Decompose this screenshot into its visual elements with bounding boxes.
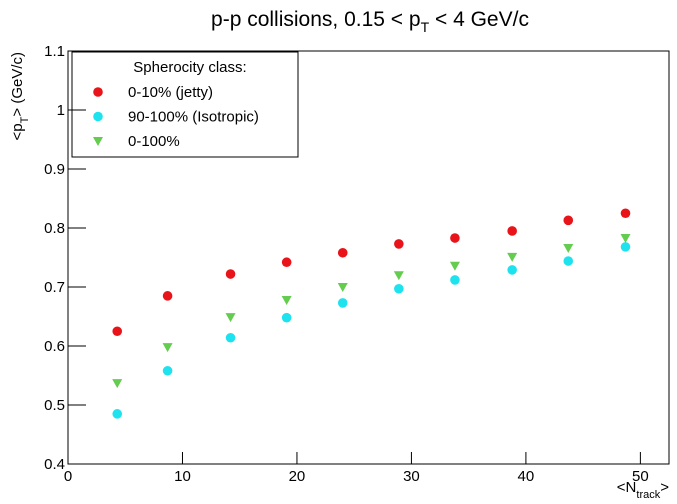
y-label-subscript: T	[19, 116, 31, 123]
y-tick-label: 0.4	[44, 456, 65, 473]
legend-box	[71, 51, 299, 158]
marker	[337, 247, 348, 258]
y-tick-label: 1	[57, 102, 65, 119]
y-tick-label: 0.5	[44, 397, 65, 414]
marker	[563, 256, 574, 266]
marker	[337, 298, 348, 308]
legend-label: 0-100%	[128, 133, 180, 150]
marker	[563, 215, 574, 226]
marker	[507, 252, 518, 262]
title-part: p-p collisions, 0.15 < p	[211, 8, 421, 31]
x-tick-label: 0	[64, 468, 72, 485]
marker	[225, 269, 236, 279]
x-label-part: <N	[617, 479, 637, 496]
marker	[281, 312, 292, 323]
y-tick-label: 0.8	[44, 220, 65, 237]
marker	[112, 326, 123, 337]
marker	[563, 244, 574, 254]
x-tick-label: 50	[632, 468, 649, 485]
y-tick-label: 0.9	[44, 161, 65, 178]
marker	[507, 265, 517, 275]
marker	[394, 239, 404, 249]
marker	[620, 208, 631, 219]
legend-label: 0-10% (jetty)	[128, 84, 213, 101]
x-tick-label: 10	[174, 468, 191, 485]
marker	[394, 283, 404, 294]
x-axis-label: <Ntrack>	[617, 479, 669, 501]
marker	[450, 275, 460, 285]
marker	[281, 257, 292, 268]
marker	[450, 233, 460, 243]
title-part: < 4 GeV/c	[429, 8, 529, 31]
x-tick-label: 20	[289, 468, 306, 485]
legend-marker	[93, 137, 103, 146]
legend-marker	[93, 111, 103, 122]
marker	[337, 283, 348, 292]
y-tick-label: 0.7	[44, 279, 65, 296]
y-tick-label: 1.1	[44, 43, 65, 60]
marker	[225, 332, 236, 343]
marker	[162, 343, 173, 353]
y-label-part: <p	[9, 123, 26, 140]
y-axis-label: <pT> (GeV/c)	[9, 52, 31, 140]
legend-label: 90-100% (Isotropic)	[128, 109, 259, 126]
marker	[112, 379, 123, 389]
marker	[393, 271, 404, 281]
x-tick-label: 40	[518, 468, 535, 485]
legend-marker	[93, 87, 103, 97]
x-label-part: >	[660, 479, 669, 496]
marker	[162, 365, 173, 376]
y-label-part: > (GeV/c)	[9, 52, 26, 117]
marker	[507, 226, 517, 236]
marker	[112, 409, 123, 419]
x-label-subscript: track	[636, 489, 660, 501]
marker	[162, 291, 173, 301]
legend-title: Spherocity class:	[133, 59, 246, 76]
title-subscript: T	[421, 19, 430, 35]
marker	[620, 234, 631, 244]
marker	[449, 261, 460, 271]
marker	[225, 313, 236, 323]
marker	[281, 295, 292, 305]
marker	[620, 242, 631, 252]
x-tick-label: 30	[403, 468, 420, 485]
y-tick-label: 0.6	[44, 338, 65, 355]
chart-title: p-p collisions, 0.15 < pT < 4 GeV/c	[211, 8, 529, 35]
plot-frame	[67, 50, 670, 465]
